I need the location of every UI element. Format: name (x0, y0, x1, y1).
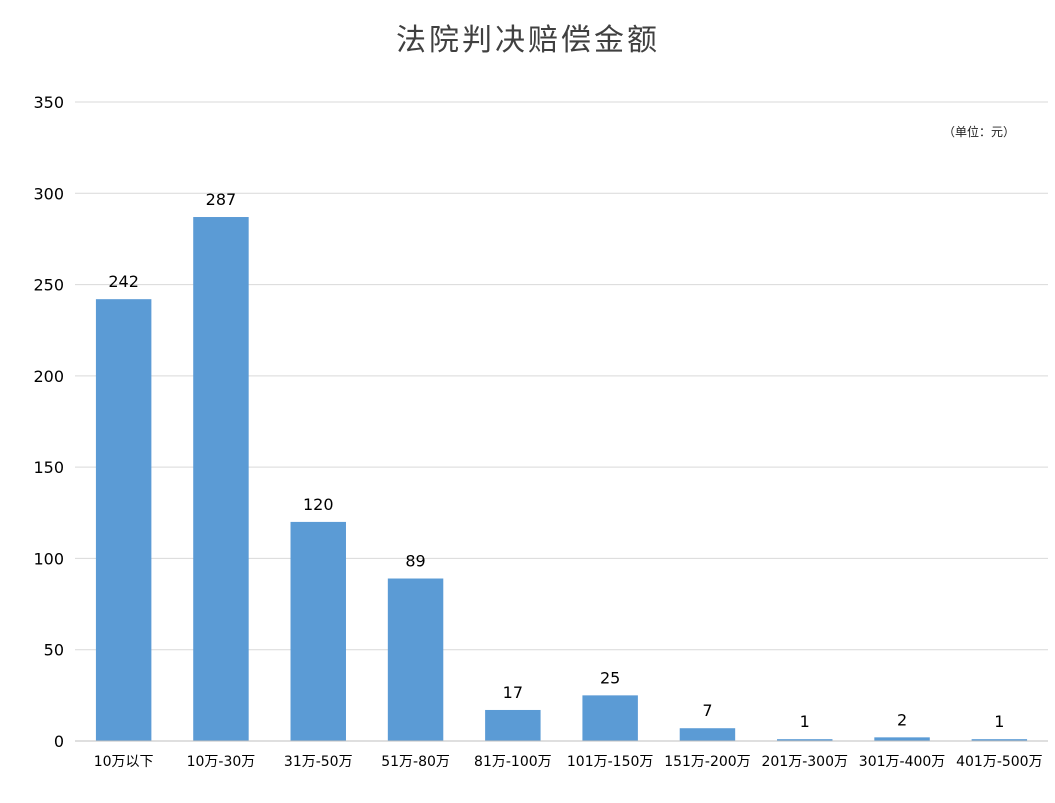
data-label: 17 (503, 683, 523, 702)
bars (95, 217, 1028, 741)
chart-title: 法院判决赔偿金额 (396, 23, 660, 58)
data-labels: 242 287 120 89 17 25 7 1 2 1 (108, 190, 1004, 731)
bar (777, 739, 833, 741)
data-label: 1 (994, 712, 1004, 731)
data-label: 2 (897, 710, 907, 729)
bar (193, 217, 249, 741)
data-label: 287 (206, 190, 237, 209)
x-tick-label: 31万-50万 (284, 754, 353, 770)
x-tick-label: 51万-80万 (381, 754, 450, 770)
y-tick-label: 250 (33, 276, 64, 295)
x-tick-label: 101万-150万 (567, 754, 654, 770)
bar (971, 739, 1028, 741)
y-tick-label: 350 (33, 93, 64, 112)
data-label: 1 (800, 712, 810, 731)
x-tick-label: 81万-100万 (474, 754, 552, 770)
y-tick-label: 150 (33, 458, 64, 477)
y-tick-label: 200 (33, 367, 64, 386)
x-axis-ticks: 10万以下 10万-30万 31万-50万 51万-80万 81万-100万 101万-1… (94, 754, 1043, 770)
y-axis-ticks: 0 50 100 150 200 250 300 350 (33, 93, 64, 751)
x-tick-label: 301万-400万 (859, 754, 946, 770)
x-tick-label: 10万-30万 (187, 754, 256, 770)
bar (582, 695, 638, 741)
bar (485, 709, 541, 741)
y-tick-label: 0 (54, 732, 64, 751)
data-label: 89 (405, 552, 425, 571)
bar (679, 728, 736, 741)
bar (95, 299, 152, 741)
bar (290, 521, 346, 741)
data-label: 120 (303, 495, 334, 514)
y-tick-label: 100 (33, 549, 64, 568)
x-tick-label: 401万-500万 (956, 754, 1043, 770)
data-label: 25 (600, 668, 620, 687)
bar (387, 578, 444, 741)
bar (874, 737, 930, 741)
data-label: 242 (108, 272, 139, 291)
y-tick-label: 300 (33, 184, 64, 203)
x-tick-label: 201万-300万 (762, 754, 849, 770)
x-tick-label: 10万以下 (94, 754, 154, 770)
data-label: 7 (702, 701, 712, 720)
x-tick-label: 151万-200万 (664, 754, 751, 770)
y-tick-label: 50 (44, 641, 64, 660)
unit-note: （单位：元） (943, 124, 1015, 139)
